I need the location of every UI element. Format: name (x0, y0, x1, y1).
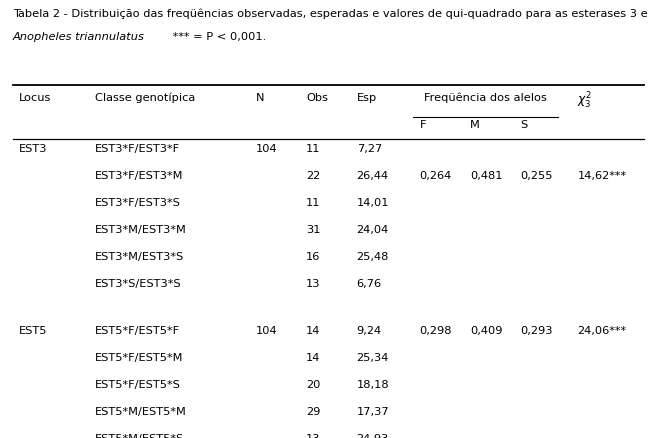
Text: EST3*M/EST3*S: EST3*M/EST3*S (95, 251, 184, 261)
Text: EST5*M/EST5*S: EST5*M/EST5*S (95, 433, 184, 438)
Text: 0,481: 0,481 (470, 170, 502, 180)
Text: 104: 104 (255, 144, 278, 153)
Text: EST5*F/EST5*F: EST5*F/EST5*F (95, 325, 180, 335)
Text: S: S (521, 120, 528, 129)
Text: $\chi^2_3$: $\chi^2_3$ (577, 90, 592, 110)
Text: 0,293: 0,293 (521, 325, 553, 335)
Text: EST3*F/EST3*F: EST3*F/EST3*F (95, 144, 180, 153)
Text: EST3*F/EST3*S: EST3*F/EST3*S (95, 198, 181, 208)
Text: 0,264: 0,264 (420, 170, 452, 180)
Text: 14,01: 14,01 (357, 198, 389, 208)
Text: 0,409: 0,409 (470, 325, 502, 335)
Text: Obs: Obs (306, 92, 328, 102)
Text: Anopheles triannulatus: Anopheles triannulatus (13, 32, 145, 42)
Text: 9,24: 9,24 (357, 325, 382, 335)
Text: 16: 16 (306, 251, 320, 261)
Text: 24,06***: 24,06*** (577, 325, 627, 335)
Text: EST3*F/EST3*M: EST3*F/EST3*M (95, 170, 183, 180)
Text: 17,37: 17,37 (357, 406, 389, 416)
Text: 24,93: 24,93 (357, 433, 389, 438)
Text: M: M (470, 120, 480, 129)
Text: Locus: Locus (20, 92, 52, 102)
Text: 26,44: 26,44 (357, 170, 389, 180)
Text: N: N (255, 92, 265, 102)
Text: EST3*M/EST3*M: EST3*M/EST3*M (95, 225, 187, 235)
Text: F: F (420, 120, 426, 129)
Text: 13: 13 (306, 433, 320, 438)
Text: *** = P < 0,001.: *** = P < 0,001. (169, 32, 266, 42)
Text: 14: 14 (306, 325, 320, 335)
Text: 31: 31 (306, 225, 320, 235)
Text: 22: 22 (306, 170, 320, 180)
Text: EST5*M/EST5*M: EST5*M/EST5*M (95, 406, 187, 416)
Text: 14: 14 (306, 352, 320, 362)
Text: 24,04: 24,04 (357, 225, 389, 235)
Text: 25,48: 25,48 (357, 251, 389, 261)
Text: 13: 13 (306, 279, 320, 289)
Text: EST5: EST5 (20, 325, 48, 335)
Text: Classe genotípica: Classe genotípica (95, 92, 195, 103)
Text: 11: 11 (306, 198, 320, 208)
Text: EST3*S/EST3*S: EST3*S/EST3*S (95, 279, 181, 289)
Text: 7,27: 7,27 (357, 144, 382, 153)
Text: EST3: EST3 (20, 144, 48, 153)
Text: 18,18: 18,18 (357, 379, 389, 389)
Text: Freqüência dos alelos: Freqüência dos alelos (424, 92, 547, 103)
Text: 104: 104 (255, 325, 278, 335)
Text: 0,255: 0,255 (521, 170, 553, 180)
Text: 25,34: 25,34 (357, 352, 389, 362)
Text: 29: 29 (306, 406, 320, 416)
Text: 20: 20 (306, 379, 320, 389)
Text: 6,76: 6,76 (357, 279, 382, 289)
Text: 0,298: 0,298 (420, 325, 452, 335)
Text: EST5*F/EST5*M: EST5*F/EST5*M (95, 352, 183, 362)
Text: Tabela 2 - Distribuição das freqüências observadas, esperadas e valores de qui-q: Tabela 2 - Distribuição das freqüências … (13, 9, 650, 19)
Text: EST5*F/EST5*S: EST5*F/EST5*S (95, 379, 181, 389)
Text: Esp: Esp (357, 92, 377, 102)
Text: 14,62***: 14,62*** (577, 170, 627, 180)
Text: 11: 11 (306, 144, 320, 153)
